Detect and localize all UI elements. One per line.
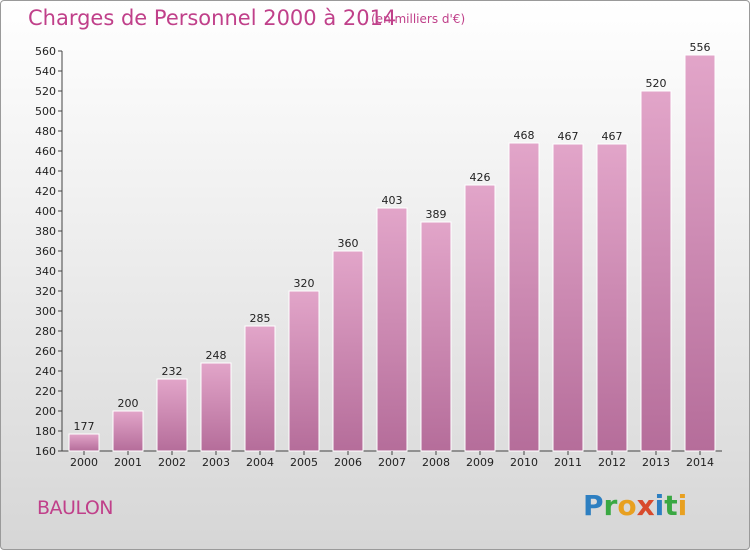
x-tick-label: 2004 (246, 456, 274, 469)
y-tick-label: 300 (35, 305, 56, 318)
y-tick-label: 400 (35, 205, 56, 218)
y-tick-label: 500 (35, 105, 56, 118)
x-tick-label: 2008 (422, 456, 450, 469)
bar (112, 410, 144, 452)
chart-subtitle: (en milliers d'€) (371, 12, 466, 26)
bar-value-label: 468 (514, 129, 535, 142)
proxiti-logo: Proxiti (583, 489, 687, 522)
y-tick-label: 420 (35, 185, 56, 198)
chart-title: Charges de Personnel 2000 à 2014 (28, 6, 397, 30)
bar-value-label: 248 (206, 349, 227, 362)
bar (596, 143, 628, 452)
logo-letter: r (603, 489, 618, 522)
bar-value-label: 520 (646, 77, 667, 90)
bar (332, 250, 364, 452)
bar-value-label: 177 (74, 420, 95, 433)
x-tick-label: 2006 (334, 456, 362, 469)
x-tick-label: 2001 (114, 456, 142, 469)
y-tick-label: 200 (35, 405, 56, 418)
y-tick-label: 380 (35, 225, 56, 238)
x-tick-label: 2010 (510, 456, 538, 469)
x-tick-label: 2005 (290, 456, 318, 469)
bar-value-label: 200 (118, 397, 139, 410)
bar-value-label: 403 (382, 194, 403, 207)
bar (244, 325, 276, 452)
bar (640, 90, 672, 452)
bar-value-label: 556 (690, 41, 711, 54)
bar-value-label: 285 (250, 312, 271, 325)
y-tick-label: 520 (35, 85, 56, 98)
bar-value-label: 232 (162, 365, 183, 378)
logo-letter: P (583, 489, 604, 522)
y-tick-label: 460 (35, 145, 56, 158)
bar-value-label: 426 (470, 171, 491, 184)
x-tick-label: 2009 (466, 456, 494, 469)
y-tick-label: 540 (35, 65, 56, 78)
logo-letter: i (677, 489, 688, 522)
bar (508, 142, 540, 452)
bar-value-label: 467 (558, 130, 579, 143)
y-tick-label: 320 (35, 285, 56, 298)
y-tick-label: 560 (35, 45, 56, 58)
bar (156, 378, 188, 452)
x-tick-label: 2003 (202, 456, 230, 469)
logo-letter: i (654, 489, 665, 522)
bar (420, 221, 452, 452)
bar (200, 362, 232, 452)
bar-value-label: 360 (338, 237, 359, 250)
commune-name: BAULON (37, 497, 114, 519)
y-tick-label: 440 (35, 165, 56, 178)
y-tick-label: 340 (35, 265, 56, 278)
bar (376, 207, 408, 452)
x-tick-label: 2007 (378, 456, 406, 469)
x-tick-label: 2000 (70, 456, 98, 469)
bar (288, 290, 320, 452)
y-tick-label: 160 (35, 445, 56, 458)
x-tick-label: 2013 (642, 456, 670, 469)
y-tick-label: 280 (35, 325, 56, 338)
bar (68, 433, 100, 452)
bar-value-label: 389 (426, 208, 447, 221)
logo-letter: x (636, 489, 655, 522)
x-tick-label: 2012 (598, 456, 626, 469)
y-tick-label: 220 (35, 385, 56, 398)
logo-letter: t (664, 489, 678, 522)
y-tick-label: 180 (35, 425, 56, 438)
x-tick-label: 2011 (554, 456, 582, 469)
bar (552, 143, 584, 452)
y-tick-label: 480 (35, 125, 56, 138)
bar (684, 54, 716, 452)
bar-value-label: 320 (294, 277, 315, 290)
y-tick-label: 260 (35, 345, 56, 358)
bar-value-label: 467 (602, 130, 623, 143)
x-tick-label: 2014 (686, 456, 714, 469)
y-tick-label: 240 (35, 365, 56, 378)
x-tick-label: 2002 (158, 456, 186, 469)
bar (464, 184, 496, 452)
logo-letter: o (617, 489, 637, 522)
y-tick-label: 360 (35, 245, 56, 258)
